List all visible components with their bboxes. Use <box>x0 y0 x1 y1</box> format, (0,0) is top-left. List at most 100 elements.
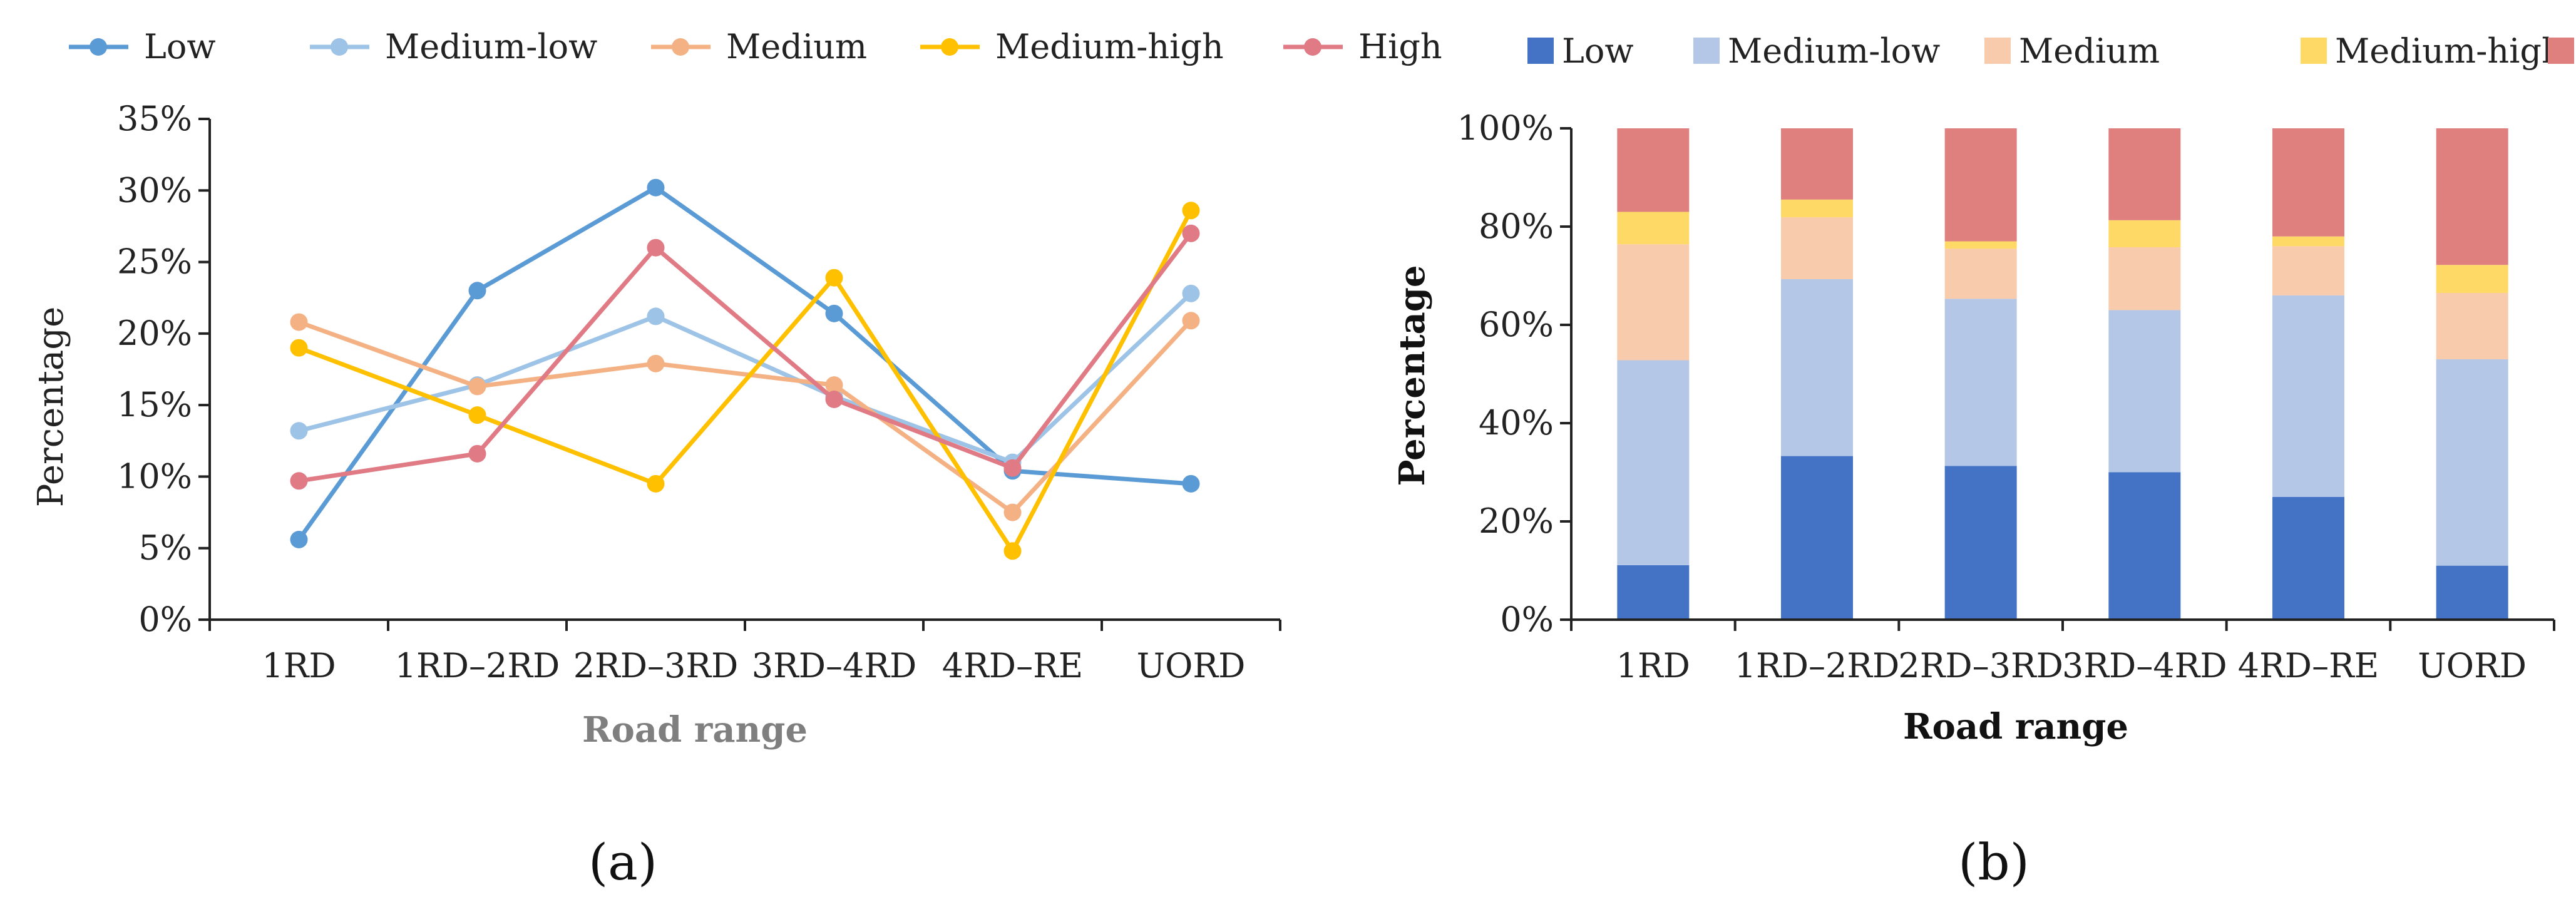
y-tick-label: 5% <box>138 528 192 568</box>
legend-marker-high <box>1304 38 1321 56</box>
bar-chart-y-axis-title: Percentage <box>1392 265 1433 486</box>
legend-label-low: Low <box>144 27 216 66</box>
data-point-high <box>290 472 308 490</box>
bar-stack-4rd-re <box>2272 128 2344 620</box>
x-tick-label: 1RD–2RD <box>395 646 560 685</box>
panel-label-a: (a) <box>588 833 657 891</box>
y-tick-label: 100% <box>1457 108 1554 148</box>
legend-marker-medium <box>672 38 689 56</box>
legend-item-high: High <box>1283 27 1442 66</box>
bar-segment-low <box>1617 565 1690 620</box>
bar-segment-high <box>1781 128 1853 200</box>
panel-label-b: (b) <box>1958 833 2029 891</box>
y-tick-label: 25% <box>117 242 192 282</box>
bar-segment-medium-high <box>1944 241 2017 249</box>
series-high <box>290 224 1200 490</box>
legend-swatch-low <box>1527 38 1554 64</box>
bar-segment-high <box>2272 128 2344 237</box>
y-tick-label: 15% <box>117 385 192 424</box>
bar-segment-high <box>1617 128 1690 212</box>
data-point-medium-low <box>1182 284 1200 302</box>
legend-label-medium-high: Medium-high <box>995 27 1224 66</box>
data-point-medium <box>1182 312 1200 330</box>
bar-segment-medium <box>2272 246 2344 295</box>
bar-segment-medium-high <box>2436 265 2508 293</box>
bar-segment-low <box>1944 466 2017 620</box>
data-point-low <box>1182 474 1200 493</box>
x-tick-label: 3RD–4RD <box>752 646 917 685</box>
line-chart-x-axis-title: Road range <box>582 709 808 751</box>
legend-swatch-medium <box>1984 38 2011 64</box>
bar-segment-medium-low <box>2272 295 2344 497</box>
legend-swatch-medium-high <box>2301 38 2327 64</box>
bar-chart-x-axis-title: Road range <box>1903 706 2128 747</box>
data-point-low <box>825 304 843 322</box>
y-tick-label: 0% <box>1500 600 1554 639</box>
data-point-medium-high <box>1003 542 1022 560</box>
bar-segment-medium-high <box>2108 220 2181 247</box>
line-chart-axes: 0% 5% 10% 15% 20% 25% 30% 35% 1RD 1RD–2RD 2RD–3RD 3… <box>117 99 1281 685</box>
y-tick-label: 35% <box>117 99 192 138</box>
legend-label-medium-low: Medium-low <box>385 27 597 66</box>
data-point-medium <box>825 376 843 394</box>
bar-segment-medium-low <box>2436 359 2508 566</box>
legend-item-medium: Medium <box>1984 31 2160 71</box>
data-point-high <box>647 238 665 257</box>
bar-segment-high <box>1944 128 2017 242</box>
bar-segment-high <box>2108 128 2181 220</box>
legend-label-medium-high: Medium-high <box>2335 31 2563 71</box>
bar-stack-2rd-3rd <box>1944 128 2017 620</box>
bar-segment-medium <box>1617 244 1690 361</box>
legend-label-medium-low: Medium-low <box>1728 31 1940 71</box>
data-point-high <box>1003 459 1022 477</box>
data-point-medium-high <box>825 269 843 287</box>
y-tick-label: 80% <box>1479 207 1554 246</box>
line-chart-panel: Low Medium-low Medium Medium-high High 0% 5% 1… <box>31 27 1442 891</box>
legend-marker-low <box>90 38 107 56</box>
data-point-high <box>468 444 486 463</box>
y-tick-label: 30% <box>117 170 192 210</box>
legend-item-medium-low: Medium-low <box>1693 31 1940 71</box>
x-tick-label: 2RD–3RD <box>1898 646 2063 685</box>
data-point-medium-high <box>468 406 486 424</box>
legend-label-low: Low <box>1562 31 1634 71</box>
y-tick-label: 20% <box>1479 501 1554 541</box>
series-line-medium-high <box>298 209 1193 553</box>
data-point-medium-low <box>647 307 665 325</box>
series-line-medium-low <box>298 292 1193 465</box>
x-tick-label: 4RD–RE <box>2238 646 2379 685</box>
bar-segment-medium-low <box>1944 299 2017 466</box>
legend-item-medium-high: Medium-high <box>920 27 1224 66</box>
y-tick-label: 0% <box>138 600 192 639</box>
y-tick-label: 10% <box>117 456 192 496</box>
x-tick-label: UORD <box>1137 646 1246 685</box>
bar-segment-medium-high <box>2272 236 2344 247</box>
legend-item-medium: Medium <box>651 27 867 66</box>
legend-item-low: Low <box>69 27 216 66</box>
bar-segment-low <box>2108 472 2181 620</box>
data-point-high <box>825 391 843 408</box>
bar-segment-medium-high <box>1617 212 1690 245</box>
series-line-low <box>297 185 1191 541</box>
data-point-medium <box>1003 503 1022 521</box>
bar-segment-medium <box>1944 249 2017 299</box>
data-point-low <box>647 178 665 197</box>
bar-segment-medium <box>2436 292 2508 359</box>
legend-marker-medium-low <box>331 38 348 56</box>
bar-segment-medium-high <box>1781 199 1853 218</box>
series-line-medium <box>298 319 1193 515</box>
bar-segment-high <box>2436 128 2508 265</box>
x-tick-label: 4RD–RE <box>942 646 1083 685</box>
legend-item-medium-high: Medium-high <box>2301 31 2563 71</box>
x-tick-label: UORD <box>2418 646 2527 685</box>
data-point-medium-high <box>647 474 665 493</box>
x-tick-label: 1RD–2RD <box>1735 646 1900 685</box>
legend-label-medium: Medium <box>726 27 867 66</box>
bar-stack-uord <box>2436 128 2508 620</box>
legend-swatch-medium-low <box>1693 38 1720 64</box>
series-line-high <box>298 232 1193 483</box>
line-chart-legend: Low Medium-low Medium Medium-high High <box>69 27 1442 66</box>
legend-item-high: High <box>2548 38 2574 64</box>
x-tick-label: 1RD <box>262 646 336 685</box>
